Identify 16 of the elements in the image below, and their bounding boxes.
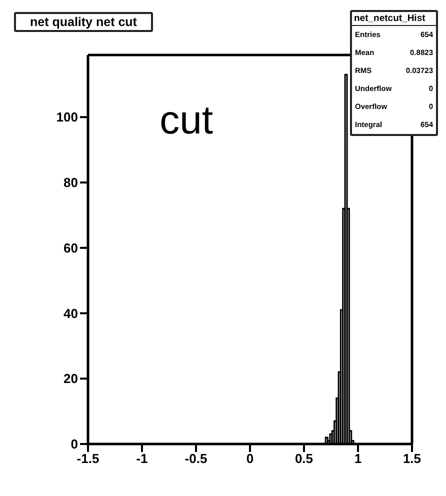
x-tick-label: -1.5 — [76, 451, 100, 466]
text: net_netcut_Hist — [352, 12, 436, 26]
chart-title: net quality net cut — [14, 12, 153, 32]
y-tick-label: 40 — [64, 306, 78, 321]
x-tick-label: 1.5 — [402, 451, 422, 466]
y-tick-label: 80 — [64, 175, 78, 190]
annotation: cut — [160, 98, 213, 144]
x-tick-label: -1 — [136, 451, 148, 466]
y-tick-label: 20 — [64, 371, 78, 386]
x-tick-label: 0 — [246, 451, 254, 466]
y-tick-label: 100 — [56, 110, 78, 125]
x-tick-label: 1 — [354, 451, 362, 466]
y-tick-label: 60 — [64, 240, 78, 256]
x-tick-label: 0.5 — [294, 451, 314, 466]
y-tick-label: 0 — [70, 436, 78, 452]
x-tick-label: -0.5 — [184, 451, 208, 466]
